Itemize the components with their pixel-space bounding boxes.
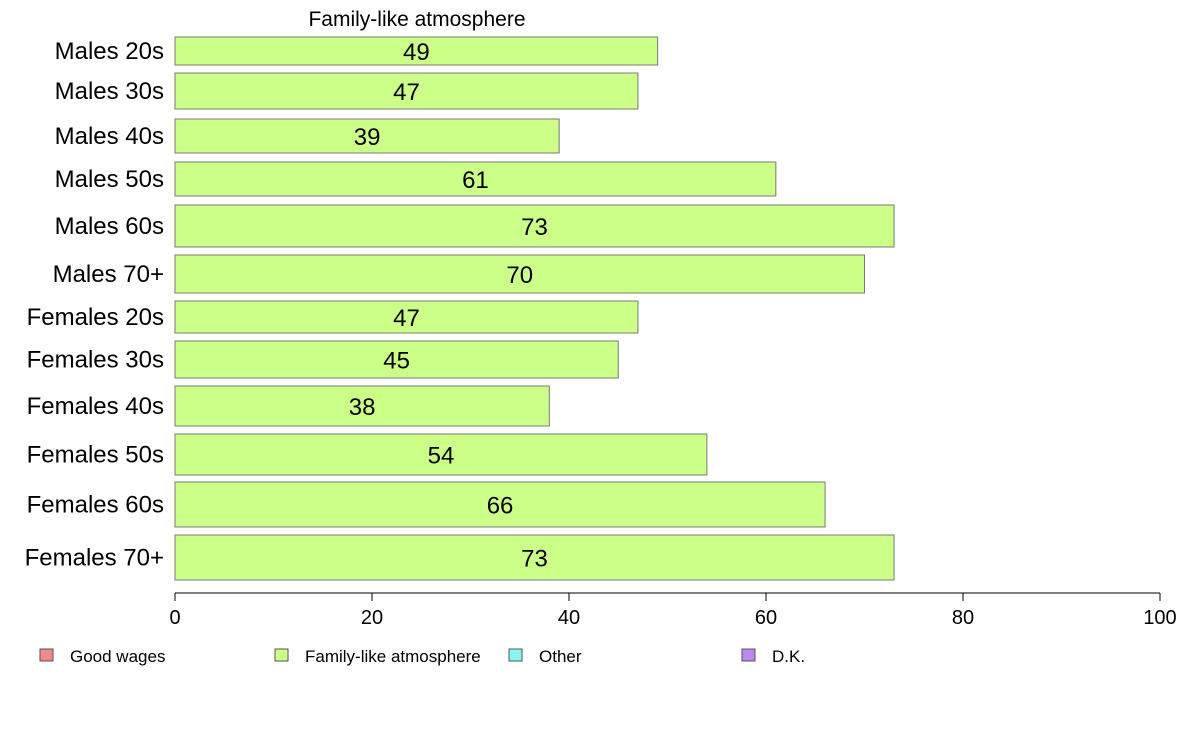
bar [174,385,550,427]
x-tick-label: 0 [169,607,180,629]
legend-swatch [39,648,54,662]
chart-title: Family-like atmosphere [308,8,525,31]
bar [174,340,619,379]
legend-swatch [741,648,756,662]
value-label: 47 [393,305,420,332]
value-label: 47 [393,79,420,106]
x-tick-label: 20 [361,607,383,629]
bar [174,118,560,154]
x-axis: 0 20 40 60 80 100 [169,592,1177,629]
x-tick-label: 100 [1143,607,1176,629]
value-label: 73 [521,546,548,573]
legend-label: Good wages [70,647,165,666]
x-tick-label: 60 [755,607,777,629]
x-tick-label: 80 [952,607,974,629]
category-label: Females 70+ [25,545,164,572]
category-label: Females 60s [27,492,164,519]
bar [174,481,826,528]
legend-swatch [274,648,289,662]
value-label: 66 [487,493,514,520]
legend-label: Other [539,647,582,666]
bar [174,534,895,581]
value-label: 70 [506,262,533,289]
value-label: 61 [462,167,489,194]
category-label: Females 40s [27,393,164,420]
bar [174,161,777,197]
bar-group: Males 20s 49 Males 30s 47 Males 40s 39 Males 5… [25,36,895,581]
value-label: 54 [428,443,455,470]
bar [174,433,708,476]
bar [174,72,639,110]
category-label: Males 40s [55,123,164,150]
legend-label: Family-like atmosphere [305,647,481,666]
legend-swatch [508,648,523,662]
value-label: 45 [383,348,410,375]
category-label: Males 60s [55,213,164,240]
category-label: Females 30s [27,347,164,374]
category-label: Males 20s [55,38,164,65]
category-label: Males 30s [55,78,164,105]
legend-label: D.K. [772,647,805,666]
category-label: Males 50s [55,166,164,193]
category-label: Females 20s [27,304,164,331]
category-label: Males 70+ [53,261,164,288]
bar [174,204,895,248]
bar [174,300,639,334]
value-label: 49 [403,39,430,66]
value-label: 38 [349,394,376,421]
x-tick-label: 40 [558,607,580,629]
bar [174,36,659,66]
bar [174,254,865,294]
category-label: Females 50s [27,442,164,469]
value-label: 73 [521,214,548,241]
legend: Good wages Family-like atmosphere Other D.K… [39,647,805,666]
value-label: 39 [354,124,381,151]
